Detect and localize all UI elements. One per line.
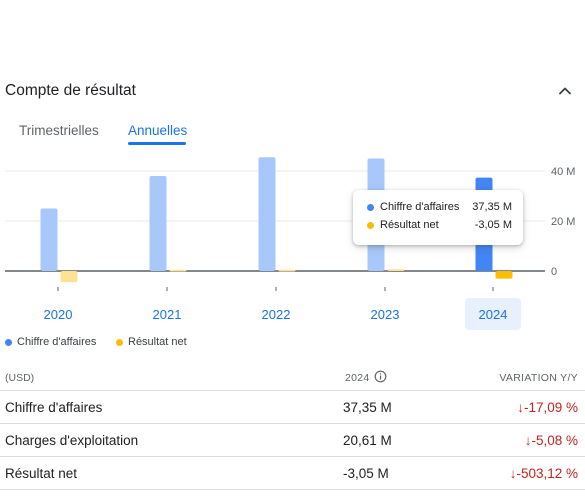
tab-annual[interactable]: Annuelles — [128, 123, 188, 138]
table-row[interactable]: Chiffre d'affaires 37,35 M ↓-17,09 % — [0, 391, 585, 424]
tooltip-dot-net-income — [367, 222, 374, 229]
revenue-bar — [149, 176, 167, 271]
row-variation: ↓-5,08 % — [525, 433, 578, 448]
tab-quarterly[interactable]: Trimestrielles — [19, 123, 99, 138]
y-tick-label: 0 — [551, 266, 557, 278]
variation-value: -5,08 % — [531, 433, 578, 448]
table-row[interactable]: Charges d'exploitation 20,61 M ↓-5,08 % — [0, 424, 585, 457]
year-column-header: 2024 — [345, 372, 370, 384]
variation-value: -503,12 % — [516, 466, 578, 481]
tooltip-row-revenue: Chiffre d'affaires 37,35 M — [367, 200, 512, 214]
table-header: (USD) 2024 VARIATION Y/Y — [0, 363, 585, 391]
row-label: Résultat net — [5, 466, 78, 481]
row-variation: ↓-17,09 % — [517, 400, 578, 415]
row-value: 20,61 M — [343, 433, 392, 448]
section-title: Compte de résultat — [5, 82, 136, 99]
tooltip-value: -3,05 M — [474, 219, 512, 231]
currency-label: (USD) — [5, 372, 35, 384]
x-tick-label[interactable]: 2022 — [262, 307, 291, 322]
tooltip-label: Résultat net — [380, 219, 439, 231]
net-income-bar — [387, 269, 405, 271]
legend-label: Résultat net — [128, 336, 187, 348]
net-income-bar — [169, 269, 187, 272]
row-variation: ↓-503,12 % — [510, 466, 578, 481]
period-tabs: Trimestrielles Annuelles — [0, 118, 585, 148]
x-tick-label[interactable]: 2024 — [479, 307, 508, 322]
revenue-bar — [258, 157, 276, 271]
arrow-down-icon: ↓ — [517, 400, 524, 415]
tooltip-value: 37,35 M — [472, 201, 512, 213]
x-tick-label[interactable]: 2020 — [44, 307, 73, 322]
tooltip-dot-revenue — [367, 204, 374, 211]
chart-tooltip: Chiffre d'affaires 37,35 M Résultat net … — [353, 190, 523, 245]
section-header: Compte de résultat — [5, 80, 580, 104]
info-icon[interactable] — [374, 370, 387, 383]
net-income-bar — [495, 271, 513, 279]
x-tick-label[interactable]: 2021 — [153, 307, 182, 322]
legend-dot-net-income — [116, 339, 123, 346]
row-label: Charges d'exploitation — [5, 433, 139, 448]
selected-year-highlight[interactable] — [465, 298, 521, 330]
revenue-chart: 0 20 M 40 M 2020 2021 2022 2023 2024 — [5, 157, 575, 330]
revenue-bar — [40, 208, 58, 271]
active-tab-indicator — [128, 142, 186, 145]
net-income-bar — [278, 269, 296, 272]
tooltip-row-net-income: Résultat net -3,05 M — [367, 218, 512, 232]
legend-label: Chiffre d'affaires — [17, 336, 97, 348]
net-income-bar — [60, 271, 78, 283]
row-label: Chiffre d'affaires — [5, 400, 103, 415]
arrow-down-icon: ↓ — [524, 433, 532, 448]
x-tick-label[interactable]: 2023 — [371, 307, 400, 322]
y-tick-label: 40 M — [551, 166, 575, 178]
row-value: 37,35 M — [343, 400, 392, 415]
legend-dot-revenue — [5, 339, 12, 346]
y-tick-label: 20 M — [551, 216, 575, 228]
table-row[interactable]: Résultat net -3,05 M ↓-503,12 % — [0, 457, 585, 490]
tooltip-label: Chiffre d'affaires — [380, 201, 460, 213]
row-value: -3,05 M — [343, 466, 389, 481]
chevron-up-icon[interactable] — [554, 80, 576, 102]
variation-column-header: VARIATION Y/Y — [499, 372, 578, 384]
variation-value: -17,09 % — [523, 400, 578, 415]
arrow-down-icon: ↓ — [509, 466, 517, 481]
